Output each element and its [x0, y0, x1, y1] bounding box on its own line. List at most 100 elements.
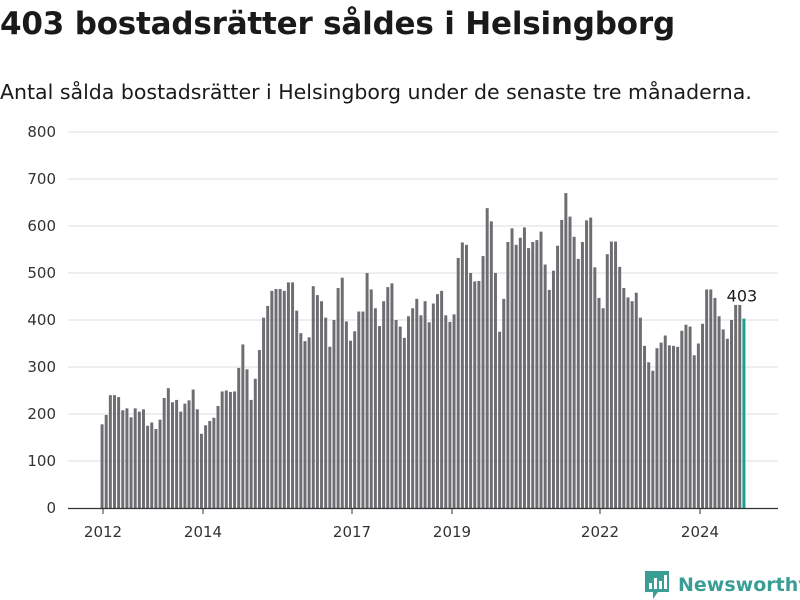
bar — [485, 208, 489, 508]
bar — [121, 410, 125, 508]
bar — [328, 346, 332, 508]
bar — [253, 378, 257, 508]
bar — [626, 297, 630, 508]
y-tick-label: 100 — [27, 452, 56, 470]
bar — [597, 297, 601, 508]
bar — [187, 400, 191, 508]
bar — [195, 409, 199, 508]
bar — [593, 267, 597, 508]
bar — [117, 397, 121, 508]
bar — [543, 264, 547, 508]
bar — [179, 411, 183, 508]
bar — [663, 335, 667, 508]
bar — [514, 244, 518, 509]
bar — [469, 273, 473, 508]
bar — [199, 433, 203, 508]
bar — [220, 391, 224, 508]
page-subtitle: Antal sålda bostadsrätter i Helsingborg … — [0, 80, 752, 104]
bar — [382, 301, 386, 508]
bar — [303, 341, 307, 508]
bar — [113, 395, 116, 508]
y-tick-label: 300 — [27, 358, 56, 376]
y-tick-label: 0 — [46, 499, 56, 517]
bar — [307, 337, 311, 508]
bar — [295, 310, 299, 508]
bar — [489, 221, 493, 509]
bar — [402, 337, 406, 508]
bar — [692, 355, 696, 508]
bar — [282, 290, 286, 508]
bar — [419, 315, 423, 508]
last-value-annotation: 403 — [727, 287, 758, 306]
bar — [684, 324, 688, 508]
bar — [440, 290, 444, 508]
bar — [431, 303, 435, 508]
bar — [452, 314, 456, 508]
bar — [655, 348, 659, 508]
page-title: 403 bostadsrätter såldes i Helsingborg — [0, 6, 675, 42]
bar — [137, 411, 141, 508]
bar — [257, 350, 261, 508]
bar — [556, 245, 560, 509]
bar — [278, 288, 282, 508]
bar — [730, 320, 733, 508]
bar — [651, 370, 655, 508]
bar — [369, 289, 373, 508]
bar — [357, 311, 361, 508]
bar — [568, 216, 572, 508]
y-tick-label: 200 — [27, 405, 56, 423]
bar — [415, 298, 419, 508]
bar — [349, 340, 353, 508]
bar — [436, 294, 439, 508]
y-tick-label: 400 — [27, 311, 56, 329]
bar — [241, 344, 245, 508]
bar — [510, 228, 514, 508]
bar — [237, 367, 241, 508]
bar — [448, 321, 452, 508]
bar — [576, 258, 580, 508]
bar — [464, 244, 468, 509]
bar — [460, 242, 464, 508]
bar — [580, 241, 584, 509]
bar — [696, 343, 700, 508]
bar — [721, 329, 725, 508]
bar-highlighted — [742, 318, 746, 508]
bar — [311, 286, 315, 508]
bar — [286, 282, 290, 508]
bar — [551, 270, 555, 508]
bar — [411, 308, 415, 508]
bar — [262, 317, 266, 508]
bar — [166, 388, 170, 508]
bar — [175, 399, 179, 508]
bar — [680, 330, 684, 508]
bar — [659, 342, 663, 508]
bar — [701, 323, 705, 508]
bar — [709, 289, 713, 508]
bar — [589, 217, 593, 509]
bar — [336, 288, 340, 508]
bar — [498, 331, 502, 508]
bar — [378, 326, 382, 508]
bar — [398, 326, 402, 508]
x-tick-label: 2022 — [581, 523, 619, 541]
bar — [324, 317, 328, 508]
bar — [547, 289, 551, 508]
bar — [150, 422, 154, 508]
y-tick-label: 700 — [27, 170, 56, 188]
bar — [456, 257, 460, 508]
bar — [564, 193, 568, 508]
bar — [141, 409, 145, 508]
bar — [601, 308, 605, 508]
x-tick-label: 2014 — [184, 523, 222, 541]
bar — [125, 408, 129, 508]
bar — [170, 402, 174, 508]
bar — [228, 391, 232, 508]
bar — [183, 403, 187, 508]
bar — [634, 292, 638, 508]
bar — [518, 237, 522, 508]
bar — [162, 398, 166, 508]
bar — [688, 326, 692, 508]
bar — [365, 273, 369, 508]
bar — [216, 406, 220, 508]
